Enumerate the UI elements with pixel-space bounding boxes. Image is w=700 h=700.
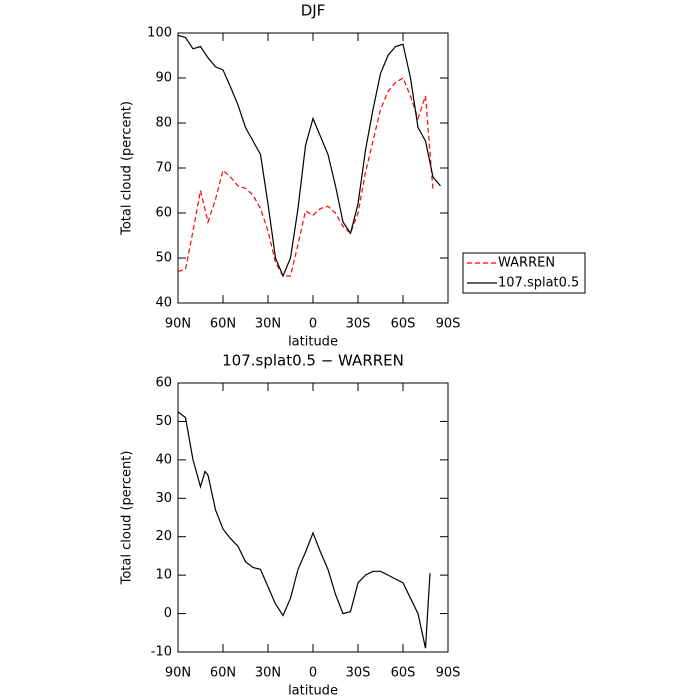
y-tick-label: 40 — [155, 296, 172, 311]
x-tick-label: 30S — [346, 317, 371, 332]
y-tick-label: 20 — [155, 529, 172, 544]
y-tick-label: 80 — [155, 116, 172, 131]
plot-frame — [177, 32, 449, 304]
legend-label: WARREN — [498, 256, 555, 271]
y-tick-label: -10 — [151, 645, 172, 660]
y-tick-label: 90 — [155, 71, 172, 86]
data-line — [177, 77, 434, 277]
x-tick-label: 30N — [255, 317, 281, 332]
chart-title: DJF — [301, 2, 326, 20]
x-tick-label: 90S — [436, 317, 461, 332]
data-line — [177, 411, 431, 649]
y-tick-label: 40 — [155, 452, 172, 467]
chart-title: 107.splat0.5 − WARREN — [222, 352, 404, 370]
y-tick-label: 60 — [155, 376, 172, 391]
x-tick-label: 60S — [391, 317, 416, 332]
x-tick-label: 90N — [165, 666, 191, 681]
y-tick-label: 100 — [147, 26, 172, 41]
y-tick-label: 60 — [155, 206, 172, 221]
y-tick-label: 50 — [155, 251, 172, 266]
y-axis-label: Total cloud (percent) — [120, 451, 135, 586]
x-axis-label: latitude — [288, 335, 338, 350]
y-tick-label: 50 — [155, 414, 172, 429]
x-tick-label: 30S — [346, 666, 371, 681]
legend-box — [462, 252, 586, 294]
x-tick-label: 0 — [309, 666, 317, 681]
y-tick-label: 0 — [164, 606, 172, 621]
x-tick-label: 60S — [391, 666, 416, 681]
x-tick-label: 60N — [210, 317, 236, 332]
x-tick-label: 0 — [309, 317, 317, 332]
legend-label: 107.splat0.5 — [498, 276, 579, 291]
x-tick-label: 90N — [165, 317, 191, 332]
y-tick-label: 10 — [155, 568, 172, 583]
x-tick-label: 60N — [210, 666, 236, 681]
x-tick-label: 30N — [255, 666, 281, 681]
y-tick-label: 70 — [155, 161, 172, 176]
data-line — [177, 34, 441, 278]
plot-frame — [177, 382, 449, 653]
y-axis-label: Total cloud (percent) — [120, 101, 135, 236]
x-axis-label: latitude — [288, 684, 338, 699]
y-tick-label: 30 — [155, 491, 172, 506]
x-tick-label: 90S — [436, 666, 461, 681]
